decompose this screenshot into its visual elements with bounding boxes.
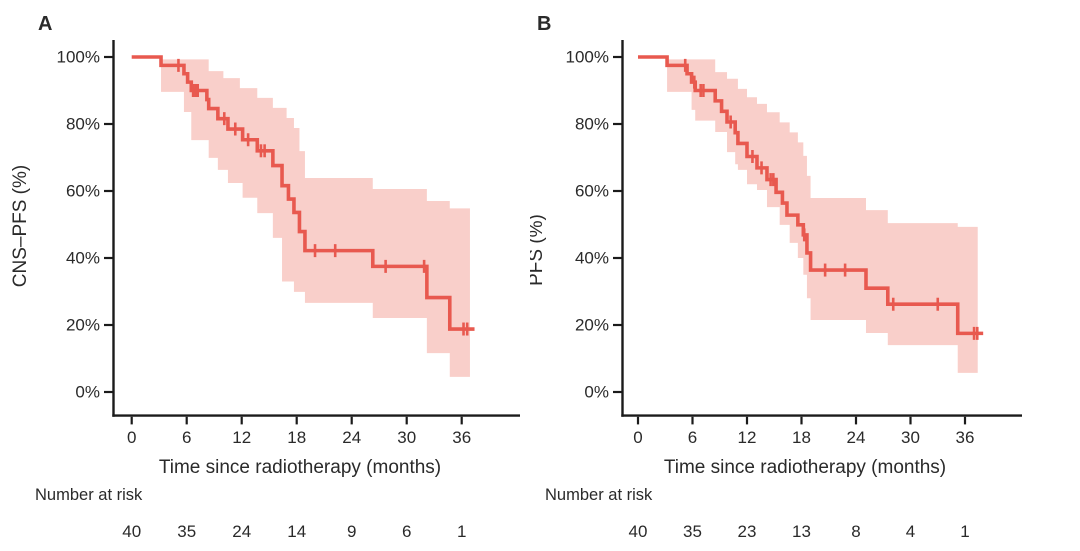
y-tick-label: 0%	[584, 383, 609, 402]
at-risk-value: 9	[347, 522, 356, 541]
panel-b-plot-area: 100% 80% 60% 40% 20% 0% 0 40 6 35 12 23 18 13 24 8 30 4 36…	[566, 40, 1022, 541]
y-tick-label: 60%	[66, 182, 100, 201]
panel-b-pfs: B PFS (%) Time since radiotherapy (month…	[530, 13, 1022, 541]
x-tick-label: 12	[232, 428, 251, 447]
at-risk-value: 35	[683, 522, 702, 541]
confidence-band	[667, 59, 978, 373]
panel-b-letter: B	[537, 13, 551, 35]
x-tick-label: 18	[287, 428, 306, 447]
y-tick-label: 60%	[575, 182, 609, 201]
at-risk-value: 40	[122, 522, 141, 541]
at-risk-value: 40	[629, 522, 648, 541]
at-risk-value: 14	[287, 522, 306, 541]
x-tick-label: 18	[792, 428, 811, 447]
x-tick-label: 12	[738, 428, 757, 447]
y-tick-label: 40%	[66, 249, 100, 268]
y-tick-label: 40%	[575, 249, 609, 268]
panel-b-x-axis-title: Time since radiotherapy (months)	[664, 457, 946, 478]
y-tick-label: 100%	[566, 48, 609, 67]
x-tick-label: 24	[342, 428, 361, 447]
at-risk-value: 23	[738, 522, 757, 541]
y-tick-label: 80%	[66, 115, 100, 134]
panel-a-number-at-risk-label: Number at risk	[35, 486, 143, 504]
panel-b-number-at-risk-label: Number at risk	[545, 486, 653, 504]
panel-a-y-axis-title: CNS–PFS (%)	[10, 165, 31, 287]
x-tick-label: 6	[182, 428, 191, 447]
x-tick-label: 30	[901, 428, 920, 447]
panel-b-y-axis-title: PFS (%)	[530, 214, 547, 286]
x-tick-label: 24	[847, 428, 866, 447]
y-tick-label: 20%	[575, 316, 609, 335]
x-tick-label: 0	[127, 428, 136, 447]
panel-a-x-axis-title: Time since radiotherapy (months)	[159, 457, 441, 478]
y-tick-label: 100%	[57, 48, 100, 67]
x-tick-label: 6	[688, 428, 697, 447]
x-tick-label: 36	[956, 428, 975, 447]
at-risk-value: 6	[402, 522, 411, 541]
at-risk-value: 8	[851, 522, 860, 541]
at-risk-value: 4	[906, 522, 915, 541]
panel-a-plot-area: 100% 80% 60% 40% 20% 0% 0 40 6 35 12 24 18 14 24 9 30 6 36…	[57, 40, 520, 541]
y-tick-label: 80%	[575, 115, 609, 134]
x-tick-label: 0	[633, 428, 642, 447]
panel-a-letter: A	[38, 13, 52, 35]
x-tick-label: 30	[397, 428, 416, 447]
at-risk-value: 35	[177, 522, 196, 541]
y-tick-label: 0%	[75, 383, 100, 402]
at-risk-value: 13	[792, 522, 811, 541]
at-risk-value: 24	[232, 522, 251, 541]
at-risk-value: 1	[457, 522, 466, 541]
y-tick-label: 20%	[66, 316, 100, 335]
km-curve	[131, 55, 475, 331]
confidence-band	[161, 59, 470, 377]
panel-a-cns-pfs: A CNS–PFS (%) Time since radiotherapy (m…	[10, 13, 520, 541]
x-tick-label: 36	[452, 428, 471, 447]
at-risk-value: 1	[960, 522, 969, 541]
